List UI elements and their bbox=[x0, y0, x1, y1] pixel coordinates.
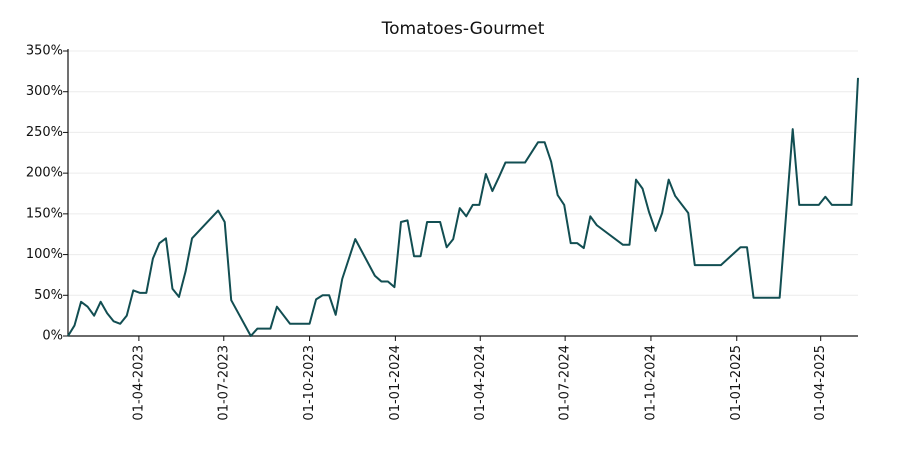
x-tick-label: 01-10-2024 bbox=[643, 345, 658, 421]
y-tick-label: 150% bbox=[26, 206, 63, 221]
x-tick-label: 01-07-2023 bbox=[216, 345, 231, 421]
x-tick-label: 01-10-2023 bbox=[302, 345, 317, 421]
y-tick-label: 300% bbox=[26, 84, 63, 99]
y-tick-label: 0% bbox=[42, 329, 63, 344]
y-tick-label: 100% bbox=[26, 247, 63, 262]
x-tick-label: 01-04-2024 bbox=[473, 345, 488, 421]
y-tick-label: 250% bbox=[26, 125, 63, 140]
x-tick-label: 01-04-2025 bbox=[813, 345, 828, 421]
y-tick-label: 350% bbox=[26, 44, 63, 59]
chart-title: Tomatoes-Gourmet bbox=[381, 19, 545, 39]
x-tick-label: 01-01-2024 bbox=[388, 345, 403, 421]
line bbox=[67, 77, 859, 337]
x-tick-label: 01-01-2025 bbox=[729, 345, 744, 421]
y-tick-label: 200% bbox=[26, 166, 63, 181]
x-tick-label: 01-04-2023 bbox=[131, 345, 146, 421]
x-tick-label: 01-07-2024 bbox=[558, 345, 573, 421]
y-tick-label: 50% bbox=[34, 288, 63, 303]
